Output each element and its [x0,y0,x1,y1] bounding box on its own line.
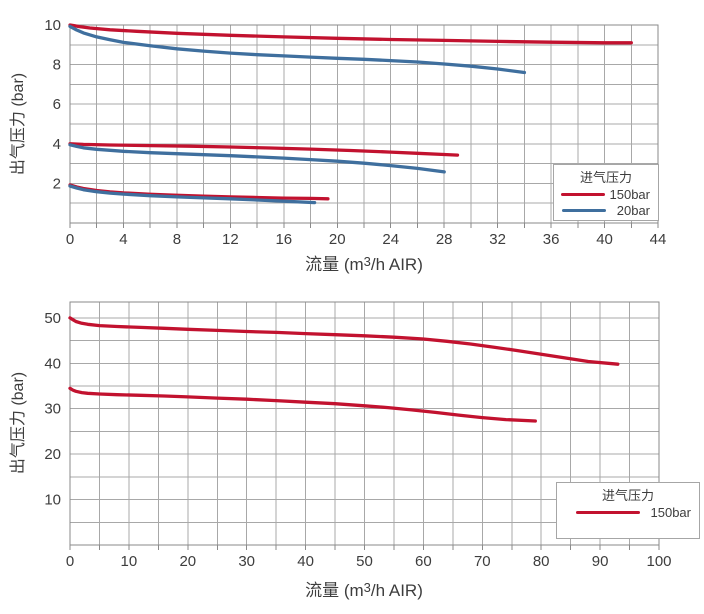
svg-text:6: 6 [53,96,61,113]
legend-label: 150bar [609,186,650,202]
svg-text:30: 30 [238,553,255,570]
bottom-chart-x-axis-title: 流量 (m3/h AIR) [305,576,423,601]
legend-item-150bar: 150bar [565,504,691,520]
y-axis-tick-labels: 2 4 6 8 10 [44,17,61,192]
x-axis-tick-labels: 0 10 20 30 40 50 60 70 80 90 100 [66,553,672,570]
series-line-150bar-2 [68,142,460,157]
svg-text:30: 30 [44,401,61,418]
bottom-chart-y-axis-title: 出气压力 (bar) [10,371,27,475]
svg-text:36: 36 [543,231,560,248]
legend-swatch-red-line [560,192,605,196]
x-axis-ticks [69,545,660,550]
svg-text:44: 44 [650,231,667,248]
svg-text:28: 28 [436,231,453,248]
x-axis-title-text: 流量 (m [305,581,364,600]
svg-text:100: 100 [646,553,671,570]
svg-text:4: 4 [53,136,61,153]
x-axis-title-text: /h AIR) [370,255,423,274]
svg-text:40: 40 [596,231,613,248]
svg-text:0: 0 [66,553,74,570]
x-axis-tick-labels: 0 4 8 12 16 20 24 28 32 36 40 44 [66,231,667,248]
legend-item-20bar: 20bar [562,202,650,218]
series-line-20bar-3 [68,143,446,174]
svg-text:50: 50 [44,310,61,327]
y-axis-tick-labels: 10 20 30 40 50 [44,310,61,509]
series-line-150bar-0 [68,23,633,45]
svg-text:70: 70 [474,553,491,570]
x-axis-title-superscript: 3 [363,580,371,595]
legend-label: 150bar [650,504,691,520]
x-axis-title-text: 流量 (m [305,255,364,274]
series-line-20bar-1 [68,24,527,75]
svg-text:12: 12 [222,231,239,248]
series-line-150bar-1 [68,386,537,423]
svg-text:90: 90 [592,553,609,570]
top-chart-y-axis-title: 出气压力 (bar) [10,72,27,176]
svg-text:20: 20 [179,553,196,570]
top-chart-legend: 进气压力 150bar 20bar [553,164,659,221]
top-chart-x-axis-title: 流量 (m3/h AIR) [305,250,423,275]
svg-text:24: 24 [382,231,399,248]
legend-label: 20bar [616,202,650,218]
legend-title: 进气压力 [579,170,632,185]
svg-text:4: 4 [119,231,127,248]
svg-text:10: 10 [121,553,138,570]
svg-text:16: 16 [275,231,292,248]
svg-text:20: 20 [329,231,346,248]
x-axis-ticks [69,223,659,228]
svg-text:8: 8 [53,57,61,74]
legend-item-150bar: 150bar [560,186,650,202]
legend-title: 进气压力 [601,488,654,503]
svg-text:2: 2 [53,175,61,192]
legend-swatch-blue-line [562,208,606,212]
svg-text:32: 32 [489,231,506,248]
svg-text:10: 10 [44,492,61,509]
svg-text:60: 60 [415,553,432,570]
svg-text:20: 20 [44,446,61,463]
top-chart: 0 4 8 12 16 20 24 28 32 36 40 44 2 4 6 8 10 出气压力 (bar) 流… [0,0,704,280]
bottom-chart-plot: 0 10 20 30 40 50 60 70 80 90 100 10 20 30 40 50 [44,301,672,570]
svg-text:40: 40 [297,553,314,570]
series-line-150bar-0 [68,316,620,366]
gridlines [70,302,659,545]
series-line-20bar-5 [68,184,317,205]
svg-text:10: 10 [44,17,61,34]
bottom-chart-legend: 进气压力 150bar [556,482,700,539]
svg-text:0: 0 [66,231,74,248]
svg-text:80: 80 [533,553,550,570]
svg-text:40: 40 [44,355,61,372]
x-axis-title-superscript: 3 [363,254,371,269]
bottom-chart: 0 10 20 30 40 50 60 70 80 90 100 10 20 30 40 50 出气压力 (b… [0,290,704,614]
legend-swatch-red-line [576,510,640,514]
svg-text:8: 8 [173,231,181,248]
x-axis-title-text: /h AIR) [370,581,423,600]
svg-text:50: 50 [356,553,373,570]
